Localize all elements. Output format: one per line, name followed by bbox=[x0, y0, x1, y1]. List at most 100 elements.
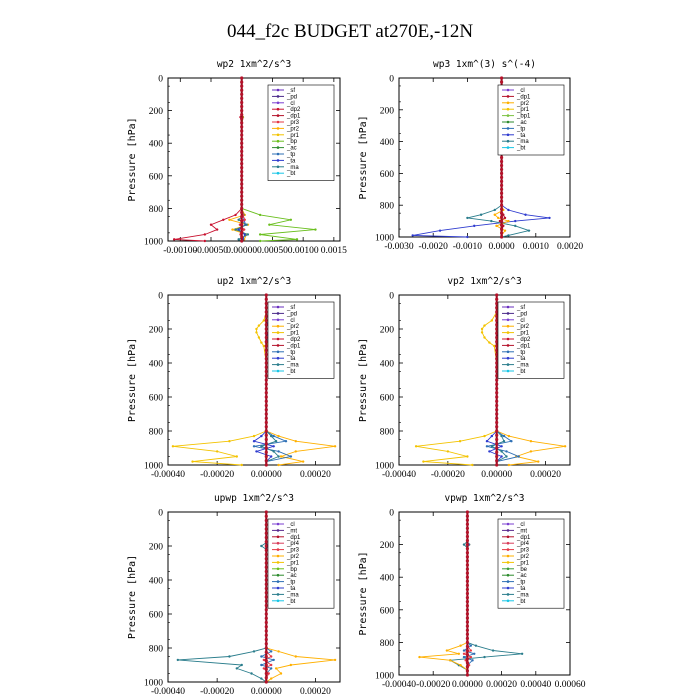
data-point-pr2 bbox=[277, 434, 280, 438]
data-point-zero-profile bbox=[495, 314, 499, 318]
data-point-zero-profile bbox=[264, 637, 268, 642]
data-point-zero-profile bbox=[500, 235, 504, 239]
data-point-ma bbox=[479, 213, 483, 216]
data-point-pr1 bbox=[262, 319, 266, 322]
data-point-zero-profile bbox=[240, 227, 244, 231]
y-tick-label: 800 bbox=[149, 645, 164, 655]
legend-marker bbox=[276, 344, 280, 347]
legend-marker bbox=[276, 95, 280, 98]
data-point-tp bbox=[277, 450, 280, 453]
legend-marker bbox=[276, 127, 280, 130]
data-point-zero-profile bbox=[264, 544, 268, 548]
legend-marker bbox=[506, 599, 510, 603]
data-point-zero-profile bbox=[264, 671, 268, 676]
legend-label: _ta bbox=[516, 586, 526, 592]
legend-marker bbox=[506, 107, 510, 111]
x-tick-label: 0.00000 bbox=[251, 687, 282, 697]
data-point-pr1 bbox=[471, 463, 474, 467]
data-point-zero-profile bbox=[240, 117, 244, 121]
data-point-zero-profile bbox=[495, 454, 499, 459]
data-point-zero-profile bbox=[264, 442, 268, 446]
legend-marker bbox=[506, 561, 510, 564]
legend-marker bbox=[276, 541, 280, 545]
y-tick-label: 1000 bbox=[375, 462, 394, 472]
data-point-ta bbox=[500, 455, 503, 458]
legend-label: _bp1 bbox=[516, 114, 531, 120]
data-point-zero-profile bbox=[465, 600, 469, 604]
data-point-zero-profile bbox=[495, 442, 499, 446]
x-tick-label: 0.00000 bbox=[481, 470, 512, 480]
data-point-dp2 bbox=[234, 213, 237, 217]
data-point-zero-profile bbox=[465, 559, 469, 563]
data-point-zero-profile bbox=[495, 382, 499, 386]
data-point-zero-profile bbox=[264, 416, 268, 420]
y-axis-label: Pressure [hPa] bbox=[127, 555, 138, 639]
plot-frame bbox=[167, 511, 341, 683]
data-point-pr2 bbox=[495, 224, 498, 228]
data-point-pr1 bbox=[493, 344, 496, 348]
data-point-zero-profile bbox=[264, 633, 268, 637]
data-point-zero-profile bbox=[264, 425, 268, 429]
legend-label: _bt bbox=[286, 599, 296, 605]
data-point-pr3 bbox=[469, 649, 473, 652]
data-point-pr1 bbox=[458, 440, 462, 443]
legend-marker bbox=[276, 318, 280, 322]
x-tick-label: 0.00000 bbox=[251, 470, 282, 480]
y-tick-label: 400 bbox=[380, 360, 395, 370]
data-point-zero-profile bbox=[465, 543, 469, 547]
data-point-zero-profile bbox=[465, 522, 469, 526]
data-point-zero-profile bbox=[465, 620, 469, 624]
legend-label: _dp1 bbox=[286, 343, 301, 349]
data-point-zero-profile bbox=[264, 374, 268, 378]
data-point-zero-profile bbox=[495, 352, 499, 357]
data-point-dp2 bbox=[222, 218, 225, 222]
data-point-zero-profile bbox=[264, 650, 268, 654]
data-point-zero-profile bbox=[264, 608, 268, 612]
data-point-zero-profile bbox=[264, 429, 268, 433]
data-point-zero-profile bbox=[264, 301, 268, 306]
data-point-pr3 bbox=[242, 228, 246, 231]
legend-marker bbox=[276, 522, 280, 526]
data-point-zero-profile bbox=[264, 603, 268, 608]
x-tick-label: 0.00040 bbox=[520, 680, 551, 690]
legend-marker bbox=[276, 356, 280, 360]
legend-label: _pr2 bbox=[516, 101, 530, 107]
data-point-zero-profile bbox=[264, 450, 268, 454]
data-point-zero-profile bbox=[264, 446, 268, 450]
data-point-dp2 bbox=[172, 238, 176, 241]
data-point-zero-profile bbox=[264, 582, 268, 586]
x-tick-label: -0.00020 bbox=[200, 470, 234, 480]
y-tick-label: 1000 bbox=[375, 672, 394, 682]
data-point-zero-profile bbox=[240, 100, 244, 105]
legend-marker bbox=[506, 554, 510, 558]
data-point-zero-profile bbox=[500, 199, 504, 203]
data-point-zero-profile bbox=[264, 352, 268, 357]
data-point-zero-profile bbox=[495, 425, 499, 429]
data-point-zero-profile bbox=[495, 463, 499, 467]
data-point-zero-profile bbox=[264, 340, 268, 344]
legend-label: _bt bbox=[286, 369, 296, 375]
data-point-zero-profile bbox=[500, 203, 504, 207]
x-tick-label: 0.00060 bbox=[555, 680, 586, 690]
data-point-zero-profile bbox=[264, 548, 268, 552]
legend-marker bbox=[276, 599, 280, 603]
data-point-tp bbox=[270, 650, 273, 653]
legend-marker bbox=[506, 318, 510, 322]
x-tick-label: -0.00020 bbox=[416, 680, 450, 690]
data-point-pr1 bbox=[488, 341, 491, 344]
data-point-zero-profile bbox=[264, 646, 268, 650]
x-tick-label: -0.00040 bbox=[151, 687, 185, 697]
data-point-zero-profile bbox=[495, 331, 499, 335]
data-point-zero-profile bbox=[264, 310, 268, 314]
legend-label: _pd bbox=[286, 94, 297, 100]
data-point-ta bbox=[488, 450, 491, 453]
data-point-pr1 bbox=[480, 327, 484, 331]
data-point-tp bbox=[272, 434, 275, 438]
data-point-zero-profile bbox=[465, 555, 469, 559]
data-point-zero-profile bbox=[465, 616, 469, 620]
data-point-zero-profile bbox=[240, 141, 244, 145]
data-point-zero-profile bbox=[240, 104, 244, 109]
data-point-ma bbox=[237, 218, 240, 222]
legend-marker bbox=[506, 593, 510, 596]
data-point-zero-profile bbox=[264, 616, 268, 620]
